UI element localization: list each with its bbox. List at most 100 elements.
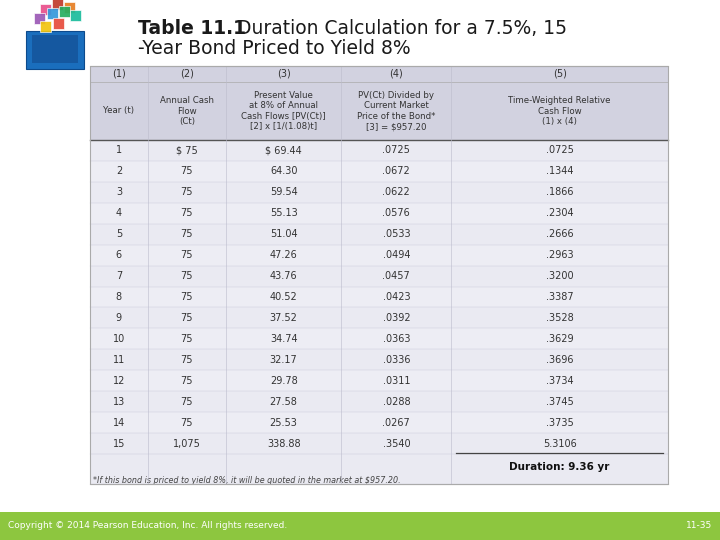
Text: .3696: .3696 — [546, 355, 573, 365]
Text: 75: 75 — [181, 187, 193, 197]
Text: (4): (4) — [390, 69, 403, 79]
Text: .3745: .3745 — [546, 397, 574, 407]
Text: 1,075: 1,075 — [173, 438, 201, 449]
Bar — [90, 161, 668, 182]
Text: 51.04: 51.04 — [270, 229, 297, 239]
Bar — [90, 287, 668, 307]
Bar — [90, 203, 668, 224]
Text: 338.88: 338.88 — [267, 438, 300, 449]
Text: 5: 5 — [116, 229, 122, 239]
Text: PV(Ct) Divided by
Current Market
Price of the Bond*
[3] = $957.20: PV(Ct) Divided by Current Market Price o… — [357, 91, 436, 131]
Text: 75: 75 — [181, 250, 193, 260]
Text: 75: 75 — [181, 271, 193, 281]
Text: $ 69.44: $ 69.44 — [265, 145, 302, 156]
Text: Present Value
at 8% of Annual
Cash Flows [PV(Ct)]
[2] x [1/(1.08)t]: Present Value at 8% of Annual Cash Flows… — [241, 91, 326, 131]
Bar — [90, 182, 668, 203]
Text: 75: 75 — [181, 292, 193, 302]
Bar — [90, 66, 668, 484]
Text: .0267: .0267 — [382, 417, 410, 428]
Text: 25.53: 25.53 — [270, 417, 297, 428]
Bar — [52, 0, 63, 10]
Text: (5): (5) — [553, 69, 567, 79]
Text: .1866: .1866 — [546, 187, 573, 197]
Text: 75: 75 — [181, 397, 193, 407]
Text: 3: 3 — [116, 187, 122, 197]
Text: .1344: .1344 — [546, 166, 573, 177]
Bar — [90, 66, 668, 82]
Text: 75: 75 — [181, 313, 193, 323]
Text: 75: 75 — [181, 376, 193, 386]
Text: 37.52: 37.52 — [270, 313, 297, 323]
Bar — [90, 66, 668, 484]
Text: .0423: .0423 — [382, 292, 410, 302]
Text: 75: 75 — [181, 417, 193, 428]
Text: .0725: .0725 — [546, 145, 574, 156]
Text: 59.54: 59.54 — [270, 187, 297, 197]
Text: .0311: .0311 — [382, 376, 410, 386]
Text: 1: 1 — [116, 145, 122, 156]
Bar — [90, 307, 668, 328]
Bar — [40, 4, 51, 15]
Text: Time-Weighted Relative
Cash Flow
(1) x (4): Time-Weighted Relative Cash Flow (1) x (… — [508, 96, 611, 126]
Bar — [40, 21, 51, 32]
Bar — [90, 266, 668, 287]
Text: (2): (2) — [180, 69, 194, 79]
Text: 13: 13 — [113, 397, 125, 407]
Text: 27.58: 27.58 — [270, 397, 297, 407]
Bar — [59, 6, 70, 17]
Bar — [64, 2, 75, 13]
Text: .0725: .0725 — [382, 145, 410, 156]
Text: 10: 10 — [113, 334, 125, 344]
Text: Copyright © 2014 Pearson Education, Inc. All rights reserved.: Copyright © 2014 Pearson Education, Inc.… — [8, 522, 287, 530]
Bar — [90, 140, 668, 161]
Text: 75: 75 — [181, 334, 193, 344]
Text: Year (t): Year (t) — [104, 106, 135, 116]
Bar — [90, 328, 668, 349]
Text: 6: 6 — [116, 250, 122, 260]
Text: .0622: .0622 — [382, 187, 410, 197]
Bar — [0, 512, 720, 540]
Text: 15: 15 — [113, 438, 125, 449]
Text: 14: 14 — [113, 417, 125, 428]
Text: 2: 2 — [116, 166, 122, 177]
Text: 40.52: 40.52 — [270, 292, 297, 302]
Text: 75: 75 — [181, 355, 193, 365]
Bar — [90, 82, 668, 140]
Bar — [47, 8, 58, 19]
Bar — [90, 391, 668, 412]
Text: .0336: .0336 — [382, 355, 410, 365]
Text: .0392: .0392 — [382, 313, 410, 323]
Text: 32.17: 32.17 — [270, 355, 297, 365]
Text: .0576: .0576 — [382, 208, 410, 218]
Text: 34.74: 34.74 — [270, 334, 297, 344]
Text: Table 11.1: Table 11.1 — [138, 19, 246, 38]
Text: 4: 4 — [116, 208, 122, 218]
Bar — [53, 18, 64, 29]
Text: 7: 7 — [116, 271, 122, 281]
Text: .3629: .3629 — [546, 334, 573, 344]
Text: 8: 8 — [116, 292, 122, 302]
Text: 47.26: 47.26 — [270, 250, 297, 260]
Bar — [26, 31, 84, 69]
Bar — [70, 10, 81, 21]
Text: Duration: 9.36 yr: Duration: 9.36 yr — [510, 462, 610, 472]
Bar — [90, 412, 668, 433]
Text: .0672: .0672 — [382, 166, 410, 177]
Text: .0494: .0494 — [382, 250, 410, 260]
Text: (1): (1) — [112, 69, 126, 79]
Text: 64.30: 64.30 — [270, 166, 297, 177]
Text: (3): (3) — [276, 69, 290, 79]
Text: 11-35: 11-35 — [685, 522, 712, 530]
Text: 43.76: 43.76 — [270, 271, 297, 281]
Text: .2304: .2304 — [546, 208, 573, 218]
Bar — [90, 349, 668, 370]
Text: .3734: .3734 — [546, 376, 573, 386]
Text: $ 75: $ 75 — [176, 145, 198, 156]
Text: .3735: .3735 — [546, 417, 574, 428]
Text: .3540: .3540 — [382, 438, 410, 449]
Text: .0363: .0363 — [382, 334, 410, 344]
Text: .0457: .0457 — [382, 271, 410, 281]
Text: 75: 75 — [181, 229, 193, 239]
Text: *If this bond is priced to yield 8%, it will be quoted in the market at $957.20.: *If this bond is priced to yield 8%, it … — [93, 476, 400, 485]
Text: .3387: .3387 — [546, 292, 573, 302]
